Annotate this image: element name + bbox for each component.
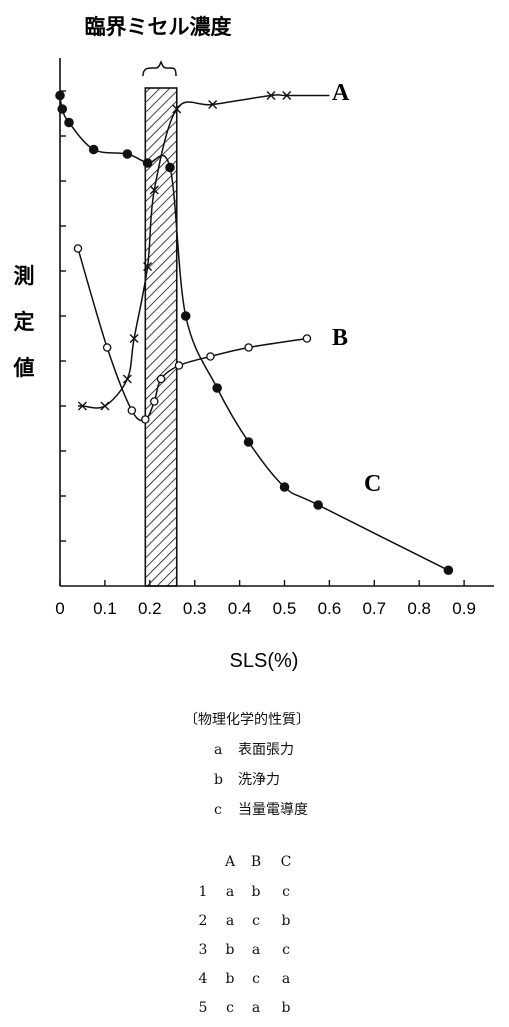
series-labels: A B C (332, 80, 381, 497)
x-tick-label: 0.8 (407, 599, 431, 618)
series-A-point (282, 91, 292, 100)
series-B-point (150, 397, 159, 406)
y-axis-label: 測定値 (13, 264, 35, 380)
series-B-point (174, 361, 184, 370)
series-C-point (64, 117, 74, 128)
curves (59, 94, 449, 571)
answer-cell: a (281, 971, 291, 987)
answer-header: B (250, 854, 262, 870)
series-C-point (313, 500, 323, 510)
cmc-brace (142, 60, 177, 77)
series-A-point (77, 401, 87, 411)
series-label-B: B (332, 325, 348, 351)
series-A-point (149, 185, 159, 195)
series-C-point (122, 149, 133, 159)
legend-item-key: c (214, 802, 222, 818)
x-tick-label: 0.3 (183, 599, 207, 618)
answer-row-number: 4 (198, 971, 208, 987)
series-A-point (100, 401, 110, 411)
answer-cell: c (282, 942, 290, 958)
series-A-line (78, 94, 330, 409)
series-B-point (156, 374, 166, 384)
legend-item-key: b (214, 772, 223, 788)
series-C-point (142, 158, 153, 168)
answer-row-number: 5 (198, 1000, 208, 1016)
x-tick-label: 0.5 (273, 599, 297, 618)
series-B-line (77, 248, 308, 422)
series-A-point (122, 374, 132, 384)
series-C-line (59, 95, 449, 571)
legend-item-text: 当量電導度 (238, 802, 308, 818)
series-B-point (127, 406, 137, 415)
series-A-point (143, 262, 153, 271)
legend-item-text: 表面張力 (238, 742, 294, 758)
x-ticks: 0 0.1 0.2 0.3 0.4 0.5 0.6 0.7 0.8 0.9 (55, 580, 476, 618)
x-axis-label: SLS(%) (230, 650, 299, 672)
legend-item-a: a 表面張力 (214, 735, 294, 765)
chart-title: 臨界ミセル濃度 (85, 15, 232, 39)
series-C-point (443, 565, 454, 576)
series-C-point (57, 104, 68, 114)
legend-item-b: b 洗浄力 (214, 765, 280, 795)
chart: 臨界ミセル濃度 0 0.1 0.2 0.3 0.4 0.5 0.6 0.7 0.8 0.9 A B C… (13, 15, 494, 672)
series-C-point (88, 144, 99, 155)
legend-title: 〔物理化学的性質〕 (184, 712, 310, 728)
series-B-point (206, 352, 215, 361)
answer-cell: b (281, 1000, 291, 1016)
series-C-point (165, 162, 175, 173)
answer-cell: c (252, 913, 260, 929)
answer-row-number: 1 (198, 884, 208, 900)
series-label-C: C (364, 471, 381, 497)
x-tick-label: 0 (55, 599, 64, 618)
answer-header: C (280, 854, 292, 870)
legend-item-key: a (214, 742, 223, 758)
x-tick-label: 0.2 (138, 599, 162, 618)
answer-cell: a (225, 913, 235, 929)
series-B-point (102, 343, 112, 352)
answer-cell: b (251, 884, 261, 900)
series-A-point (208, 100, 218, 109)
markers (55, 90, 454, 576)
series-A-point (129, 334, 139, 343)
legend-item-text: 洗浄力 (238, 772, 280, 788)
x-tick-label: 0.1 (93, 599, 117, 618)
legend-item-c: c 当量電導度 (214, 795, 308, 825)
answer-cell: c (282, 884, 290, 900)
answer-cell: c (226, 1000, 234, 1016)
x-tick-label: 0.6 (318, 599, 342, 618)
series-B-point (141, 415, 150, 424)
x-tick-label: 0.7 (362, 599, 386, 618)
series-C-point (279, 482, 290, 492)
answer-cell: a (251, 1000, 261, 1016)
answer-header: A (224, 854, 236, 870)
series-A-point (172, 104, 182, 114)
series-B-point (244, 343, 253, 352)
series-B-point (302, 334, 312, 343)
answer-cell: c (252, 971, 260, 987)
answer-row-number: 2 (198, 913, 208, 929)
series-A-point (266, 91, 276, 100)
series-C-point (212, 383, 222, 393)
answer-cell: b (225, 942, 235, 958)
x-tick-label: 0.9 (452, 599, 476, 618)
series-C-point (55, 90, 65, 101)
series-C-point (243, 437, 254, 447)
answer-cell: a (225, 884, 235, 900)
answer-cell: a (251, 942, 261, 958)
answer-row-number: 3 (198, 942, 208, 958)
answer-cell: b (225, 971, 235, 987)
axes (59, 58, 494, 587)
series-C-point (180, 311, 191, 321)
series-label-A: A (332, 80, 350, 106)
series-B-point (73, 244, 83, 253)
answer-cell: b (281, 913, 291, 929)
y-ticks (60, 90, 66, 542)
x-tick-label: 0.4 (228, 599, 252, 618)
